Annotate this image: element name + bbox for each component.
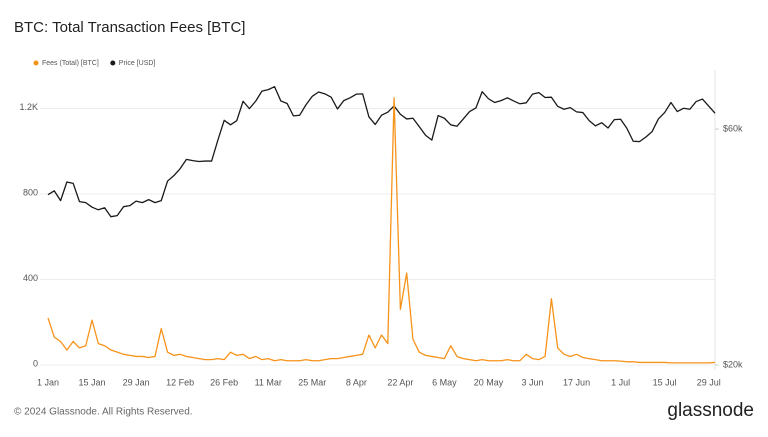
- y-tick-label: 400: [23, 273, 38, 283]
- legend-label: Fees (Total) [BTC]: [42, 60, 99, 67]
- x-tick-label: 25 Mar: [298, 377, 326, 387]
- legend-label: Price [USD]: [119, 60, 156, 67]
- x-tick-label: 20 May: [474, 377, 504, 387]
- series-line: [47, 97, 716, 364]
- legend-marker: [110, 60, 116, 66]
- x-tick-label: 22 Apr: [387, 377, 413, 387]
- chart-title: BTC: Total Transaction Fees [BTC]: [14, 19, 245, 36]
- x-tick-label: 15 Jan: [79, 377, 106, 387]
- x-tick-label: 26 Feb: [210, 377, 238, 387]
- x-tick-label: 15 Jul: [653, 377, 677, 387]
- x-tick-label: 17 Jun: [563, 377, 590, 387]
- y-tick-label: 800: [23, 187, 38, 197]
- y-tick-label: 0: [33, 358, 38, 368]
- x-tick-label: 1 Jan: [37, 377, 59, 387]
- x-tick-label: 8 Apr: [346, 377, 367, 387]
- x-tick-label: 6 May: [432, 377, 457, 387]
- x-tick-label: 11 Mar: [255, 377, 282, 387]
- y-tick-label: 1.2K: [19, 102, 38, 112]
- x-tick-label: 29 Jul: [697, 377, 721, 387]
- y2-tick-label: $20k: [723, 359, 743, 369]
- x-tick-label: 1 Jul: [611, 377, 630, 387]
- logo: glassnode: [667, 400, 754, 421]
- y2-tick-label: $60k: [723, 123, 743, 133]
- legend-marker: [33, 60, 39, 66]
- x-tick-label: 3 Jun: [522, 377, 544, 387]
- x-tick-label: 12 Feb: [166, 377, 194, 387]
- footer: © 2024 Glassnode. All Rights Reserved.: [14, 407, 193, 418]
- series-line: [47, 86, 716, 218]
- x-tick-label: 29 Jan: [123, 377, 150, 387]
